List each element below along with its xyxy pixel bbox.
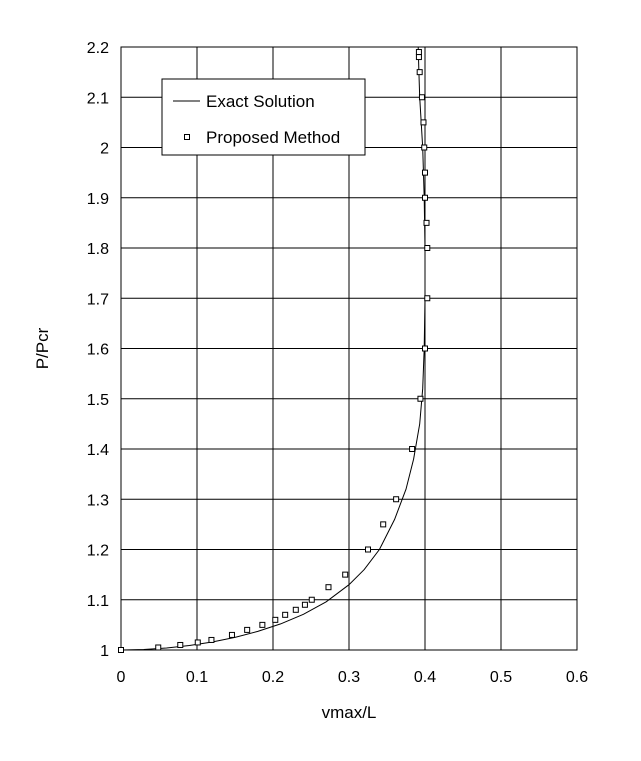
data-point-proposed-method bbox=[308, 596, 315, 603]
y-tick-label: 1.1 bbox=[87, 593, 109, 610]
y-tick-label: 1.9 bbox=[87, 191, 109, 208]
data-point-proposed-method bbox=[244, 626, 251, 633]
data-point-proposed-method bbox=[416, 69, 423, 76]
y-tick-label: 1.2 bbox=[87, 543, 109, 560]
data-point-proposed-method bbox=[342, 571, 349, 578]
data-point-proposed-method bbox=[421, 144, 428, 151]
series-line-exact-solution bbox=[120, 46, 426, 651]
x-tick-label: 0 bbox=[117, 669, 126, 686]
x-tick-label: 0.2 bbox=[262, 669, 284, 686]
data-point-proposed-method bbox=[380, 521, 387, 528]
y-tick-label: 2.1 bbox=[87, 90, 109, 107]
series-layer bbox=[118, 46, 431, 653]
data-point-proposed-method bbox=[282, 611, 289, 618]
x-tick-label: 0.3 bbox=[338, 669, 360, 686]
data-point-proposed-method bbox=[208, 636, 215, 643]
y-tick-labels: 1 1.1 1.2 1.3 1.4 1.5 1.6 1.7 1.8 1.9 2 2.1 2.2 bbox=[87, 40, 109, 660]
y-axis-label: P/Pcr bbox=[33, 327, 52, 369]
data-point-proposed-method bbox=[424, 245, 431, 251]
x-tick-label: 0.5 bbox=[490, 669, 512, 686]
legend-entry-exact-solution: Exact Solution bbox=[206, 92, 315, 111]
data-point-proposed-method bbox=[415, 54, 422, 61]
data-point-proposed-method bbox=[325, 584, 332, 591]
x-tick-labels: 0 0.1 0.2 0.3 0.4 0.5 0.6 bbox=[117, 669, 589, 686]
x-tick-label: 0.6 bbox=[566, 669, 588, 686]
data-point-proposed-method bbox=[424, 295, 431, 302]
y-tick-label: 1.6 bbox=[87, 342, 109, 359]
data-point-proposed-method bbox=[422, 169, 428, 176]
data-point-proposed-method bbox=[118, 647, 124, 653]
x-tick-label: 0.4 bbox=[414, 669, 436, 686]
data-point-proposed-method bbox=[420, 119, 427, 126]
data-point-proposed-method bbox=[415, 49, 422, 56]
y-tick-label: 1.5 bbox=[87, 392, 109, 409]
data-point-proposed-method bbox=[228, 631, 235, 638]
y-tick-label: 1.3 bbox=[87, 492, 109, 509]
data-point-proposed-method bbox=[393, 496, 400, 503]
legend-marker-swatch bbox=[184, 134, 190, 140]
data-point-proposed-method bbox=[259, 621, 266, 628]
data-point-proposed-method bbox=[272, 616, 279, 623]
data-point-proposed-method bbox=[301, 601, 308, 608]
legend-box bbox=[161, 78, 366, 156]
data-point-proposed-method bbox=[292, 606, 299, 613]
data-point-proposed-method bbox=[409, 446, 416, 452]
plot-frame bbox=[120, 46, 578, 651]
x-tick-label: 0.1 bbox=[186, 669, 208, 686]
data-point-proposed-method bbox=[422, 345, 428, 352]
y-tick-label: 1.8 bbox=[87, 241, 109, 258]
legend: Exact Solution Proposed Method bbox=[161, 78, 366, 156]
y-tick-label: 1.7 bbox=[87, 291, 109, 308]
data-point-proposed-method bbox=[177, 641, 184, 648]
data-point-proposed-method bbox=[418, 94, 425, 101]
y-tick-label: 1.4 bbox=[87, 442, 109, 459]
data-point-proposed-method bbox=[155, 644, 162, 651]
data-point-proposed-method bbox=[417, 395, 424, 402]
data-point-proposed-method bbox=[422, 194, 428, 201]
data-point-proposed-method bbox=[194, 639, 201, 646]
x-axis-label: vmax/L bbox=[322, 703, 377, 722]
legend-entry-proposed-method: Proposed Method bbox=[206, 128, 340, 147]
y-tick-label: 2 bbox=[100, 141, 109, 158]
data-point-proposed-method bbox=[423, 219, 430, 226]
y-tick-label: 1 bbox=[100, 643, 109, 660]
y-tick-label: 2.2 bbox=[87, 40, 109, 57]
data-point-proposed-method bbox=[365, 546, 371, 553]
